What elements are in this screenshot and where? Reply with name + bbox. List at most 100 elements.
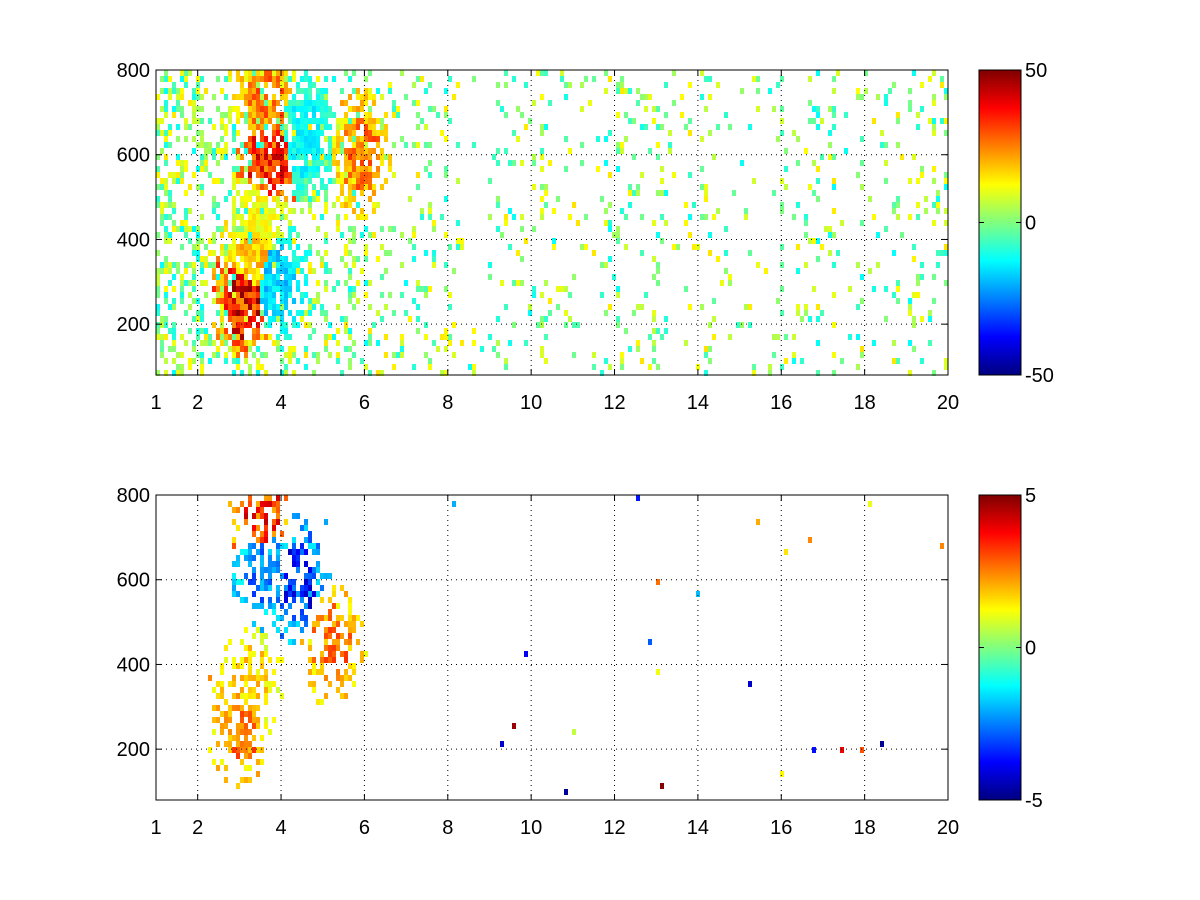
heatmap-cell bbox=[640, 250, 644, 256]
heatmap-cell bbox=[340, 184, 344, 190]
heatmap-cell bbox=[504, 364, 508, 370]
heatmap-cell bbox=[456, 142, 460, 148]
heatmap-cell bbox=[348, 298, 352, 304]
heatmap-cell bbox=[244, 693, 248, 699]
heatmap-cell bbox=[212, 352, 216, 358]
heatmap-cell bbox=[832, 178, 836, 184]
heatmap-cell bbox=[248, 160, 252, 166]
heatmap-cell bbox=[408, 238, 412, 244]
heatmap-cell bbox=[628, 346, 632, 352]
heatmap-cell bbox=[260, 118, 264, 124]
heatmap-cell bbox=[744, 214, 748, 220]
heatmap-cell bbox=[188, 208, 192, 214]
heatmap-cell bbox=[348, 202, 352, 208]
heatmap-cell bbox=[276, 286, 280, 292]
heatmap-cell bbox=[652, 346, 656, 352]
heatmap-cell bbox=[260, 549, 264, 555]
heatmap-cell bbox=[548, 310, 552, 316]
heatmap-cell bbox=[264, 82, 268, 88]
heatmap-cell bbox=[304, 70, 308, 76]
heatmap-cell bbox=[248, 741, 252, 747]
heatmap-cell bbox=[296, 118, 300, 124]
heatmap-cell bbox=[340, 190, 344, 196]
heatmap-cell bbox=[644, 292, 648, 298]
heatmap-cell bbox=[616, 238, 620, 244]
heatmap-cell bbox=[240, 501, 244, 507]
heatmap-cell bbox=[308, 118, 312, 124]
heatmap-cell bbox=[312, 669, 316, 675]
heatmap-cell bbox=[296, 621, 300, 627]
heatmap-cell bbox=[260, 70, 264, 76]
heatmap-cell bbox=[240, 370, 244, 376]
heatmap-cell bbox=[256, 274, 260, 280]
heatmap-cell bbox=[264, 100, 268, 106]
heatmap-cell bbox=[316, 621, 320, 627]
heatmap-cell bbox=[248, 747, 252, 753]
heatmap-cell bbox=[756, 106, 760, 112]
heatmap-cell bbox=[636, 100, 640, 106]
heatmap-cell bbox=[368, 106, 372, 112]
heatmap-cell bbox=[164, 184, 168, 190]
heatmap-cell bbox=[160, 220, 164, 226]
heatmap-cell bbox=[232, 274, 236, 280]
heatmap-cell bbox=[304, 106, 308, 112]
heatmap-cell bbox=[256, 549, 260, 555]
heatmap-cell bbox=[260, 759, 264, 765]
heatmap-cell bbox=[648, 364, 652, 370]
heatmap-cell bbox=[316, 88, 320, 94]
heatmap-cell bbox=[240, 304, 244, 310]
heatmap-cell bbox=[216, 741, 220, 747]
heatmap-cell bbox=[224, 310, 228, 316]
heatmap-cell bbox=[272, 304, 276, 310]
heatmap-cell bbox=[264, 370, 268, 376]
heatmap-cell bbox=[896, 112, 900, 118]
heatmap-cell bbox=[320, 585, 324, 591]
heatmap-cell bbox=[348, 190, 352, 196]
heatmap-cell bbox=[272, 70, 276, 76]
heatmap-cell bbox=[200, 364, 204, 370]
heatmap-cell bbox=[188, 124, 192, 130]
heatmap-cell bbox=[256, 771, 260, 777]
heatmap-cell bbox=[324, 280, 328, 286]
heatmap-cell bbox=[260, 633, 264, 639]
heatmap-cell bbox=[416, 304, 420, 310]
heatmap-cell bbox=[860, 346, 864, 352]
heatmap-cell bbox=[940, 543, 944, 549]
heatmap-cell bbox=[296, 82, 300, 88]
heatmap-cell bbox=[244, 298, 248, 304]
heatmap-cell bbox=[316, 591, 320, 597]
heatmap-cell bbox=[220, 124, 224, 130]
heatmap-cell bbox=[300, 543, 304, 549]
heatmap-cell bbox=[292, 591, 296, 597]
heatmap-cell bbox=[292, 196, 296, 202]
heatmap-cell bbox=[920, 172, 924, 178]
heatmap-cell bbox=[284, 94, 288, 100]
heatmap-cell bbox=[272, 196, 276, 202]
heatmap-cell bbox=[180, 334, 184, 340]
heatmap-cell bbox=[596, 136, 600, 142]
heatmap-cell bbox=[664, 220, 668, 226]
heatmap-cell bbox=[252, 292, 256, 298]
heatmap-cell bbox=[164, 226, 168, 232]
heatmap-cell bbox=[748, 322, 752, 328]
heatmap-cell bbox=[352, 166, 356, 172]
heatmap-cell bbox=[624, 88, 628, 94]
heatmap-cell bbox=[356, 202, 360, 208]
heatmap-cell bbox=[352, 106, 356, 112]
heatmap-cell bbox=[740, 322, 744, 328]
heatmap-cell bbox=[748, 250, 752, 256]
heatmap-cell bbox=[352, 256, 356, 262]
heatmap-cell bbox=[348, 286, 352, 292]
heatmap-cell bbox=[708, 76, 712, 82]
heatmap-cell bbox=[292, 352, 296, 358]
heatmap-cell bbox=[160, 202, 164, 208]
heatmap-cell bbox=[240, 597, 244, 603]
heatmap-cell bbox=[444, 166, 448, 172]
heatmap-cell bbox=[340, 615, 344, 621]
heatmap-cell bbox=[540, 166, 544, 172]
heatmap-cell bbox=[268, 280, 272, 286]
top-grid bbox=[156, 70, 948, 375]
heatmap-cell bbox=[636, 346, 640, 352]
heatmap-cell bbox=[268, 262, 272, 268]
heatmap-cell bbox=[260, 639, 264, 645]
